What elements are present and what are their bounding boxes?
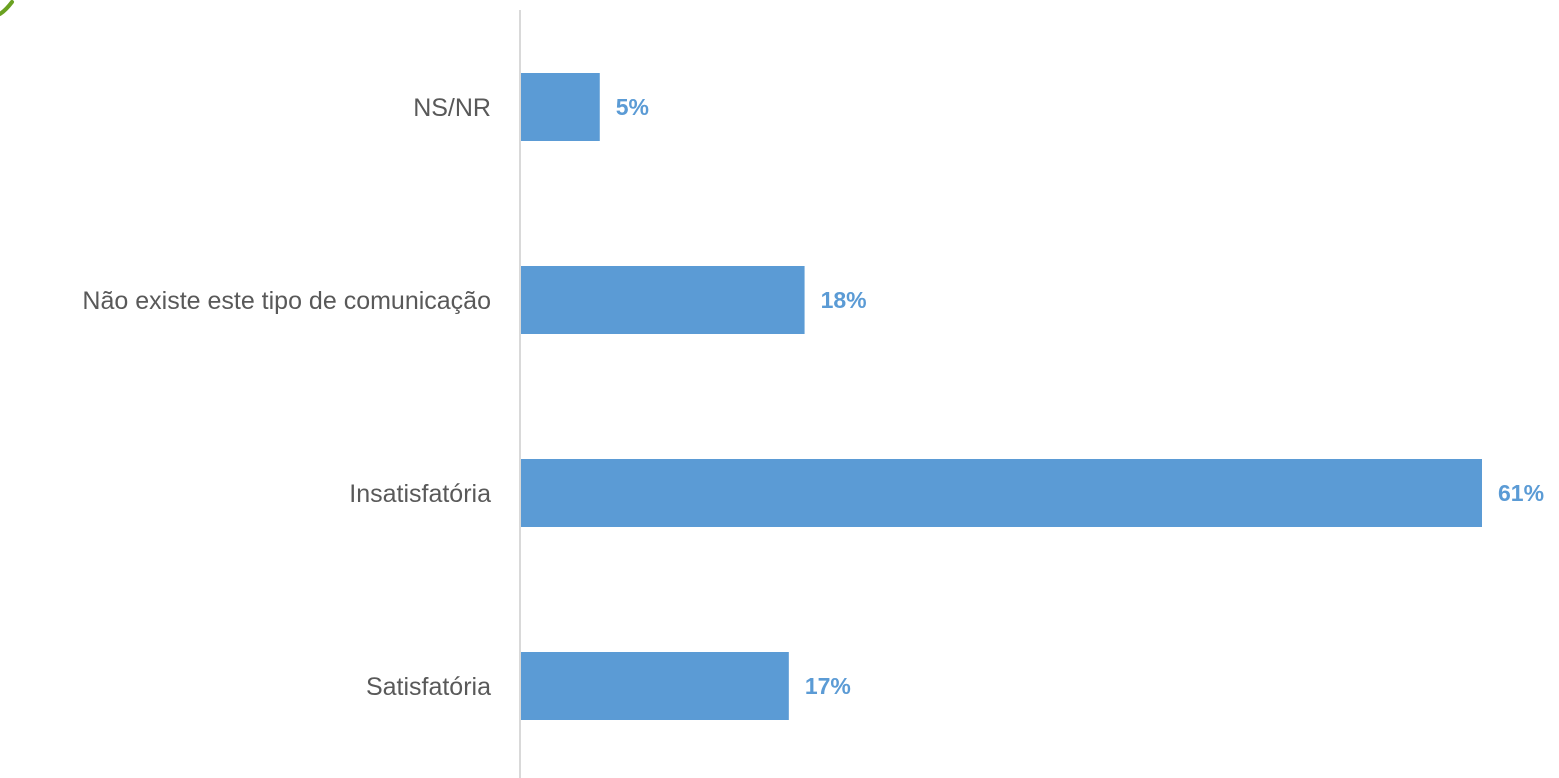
bar-insatisfatoria: [521, 459, 1482, 527]
category-label-nao-existe-este-tipo-de-comunicacao: Não existe este tipo de comunicação: [82, 287, 491, 315]
bar-nao-existe-este-tipo-de-comunicacao: [521, 266, 805, 334]
value-label-ns-nr: 5%: [616, 94, 649, 120]
category-label-ns-nr: NS/NR: [413, 94, 491, 122]
bar-satisfatoria: [521, 652, 789, 720]
bars-layer: [521, 73, 1482, 720]
category-label-insatisfatoria: Insatisfatória: [349, 480, 491, 508]
bar-ns-nr: [521, 73, 600, 141]
corner-decoration-icon: [0, 0, 14, 16]
labels-layer: NS/NR 5% Não existe este tipo de comunicaç…: [82, 94, 1544, 701]
value-label-nao-existe-este-tipo-de-comunicacao: 18%: [821, 287, 867, 313]
value-label-insatisfatoria: 61%: [1498, 480, 1544, 506]
value-label-satisfatoria: 17%: [805, 673, 851, 699]
category-label-satisfatoria: Satisfatória: [366, 673, 491, 701]
